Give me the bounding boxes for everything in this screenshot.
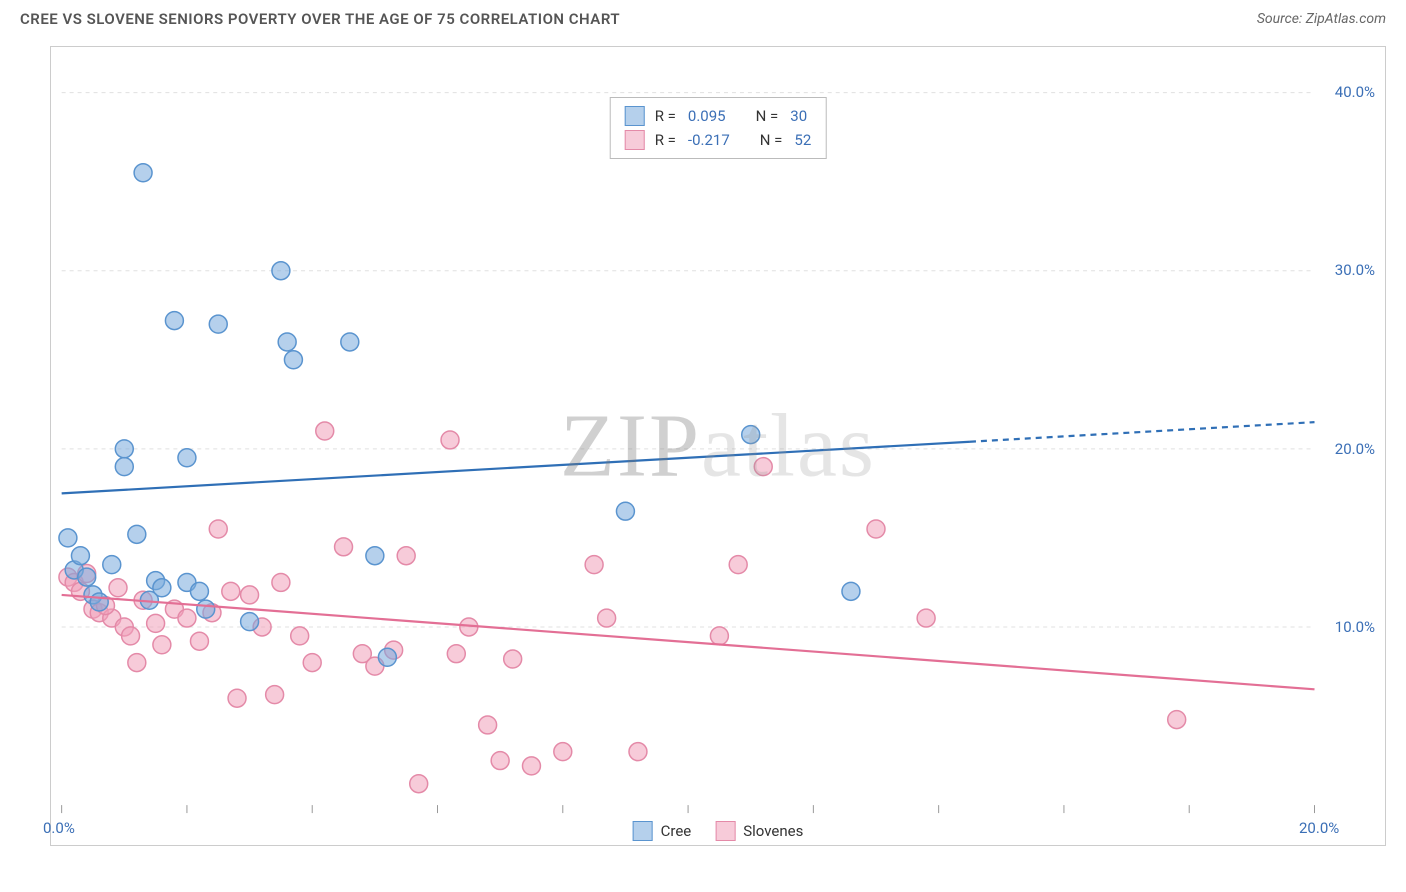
chart-title: CREE VS SLOVENE SENIORS POVERTY OVER THE… bbox=[20, 10, 620, 28]
legend-series: Cree Slovenes bbox=[633, 821, 804, 841]
legend-swatch-slovenes bbox=[625, 130, 645, 150]
legend-label-cree: Cree bbox=[661, 822, 692, 840]
legend-r-label2: R = bbox=[655, 131, 676, 149]
legend-r-label: R = bbox=[655, 107, 676, 125]
scatter-plot bbox=[51, 47, 1385, 845]
legend-swatch-slovenes-icon bbox=[715, 821, 735, 841]
chart-container: ZIPatlas R = 0.095 N = 30 R = -0.217 N =… bbox=[50, 46, 1386, 846]
y-tick-label: 30.0% bbox=[1335, 261, 1375, 279]
x-tick-label: 0.0% bbox=[43, 819, 75, 837]
legend-row-slovenes: R = -0.217 N = 52 bbox=[625, 128, 812, 152]
legend-n-label2: N = bbox=[760, 131, 783, 149]
y-tick-label: 40.0% bbox=[1335, 83, 1375, 101]
legend-r-slovenes: -0.217 bbox=[688, 131, 730, 149]
legend-r-cree: 0.095 bbox=[688, 107, 726, 125]
legend-row-cree: R = 0.095 N = 30 bbox=[625, 104, 812, 128]
legend-label-slovenes: Slovenes bbox=[743, 822, 803, 840]
chart-header: CREE VS SLOVENE SENIORS POVERTY OVER THE… bbox=[0, 0, 1406, 34]
legend-item-cree: Cree bbox=[633, 821, 692, 841]
legend-n-cree: 30 bbox=[790, 107, 807, 125]
legend-n-slovenes: 52 bbox=[794, 131, 811, 149]
legend-correlation: R = 0.095 N = 30 R = -0.217 N = 52 bbox=[610, 97, 827, 159]
chart-source: Source: ZipAtlas.com bbox=[1257, 11, 1386, 27]
legend-swatch-cree bbox=[625, 106, 645, 126]
y-tick-label: 10.0% bbox=[1335, 618, 1375, 636]
legend-n-label: N = bbox=[756, 107, 779, 125]
legend-item-slovenes: Slovenes bbox=[715, 821, 803, 841]
y-tick-label: 20.0% bbox=[1335, 440, 1375, 458]
legend-swatch-cree-icon bbox=[633, 821, 653, 841]
x-tick-label: 20.0% bbox=[1299, 819, 1339, 837]
